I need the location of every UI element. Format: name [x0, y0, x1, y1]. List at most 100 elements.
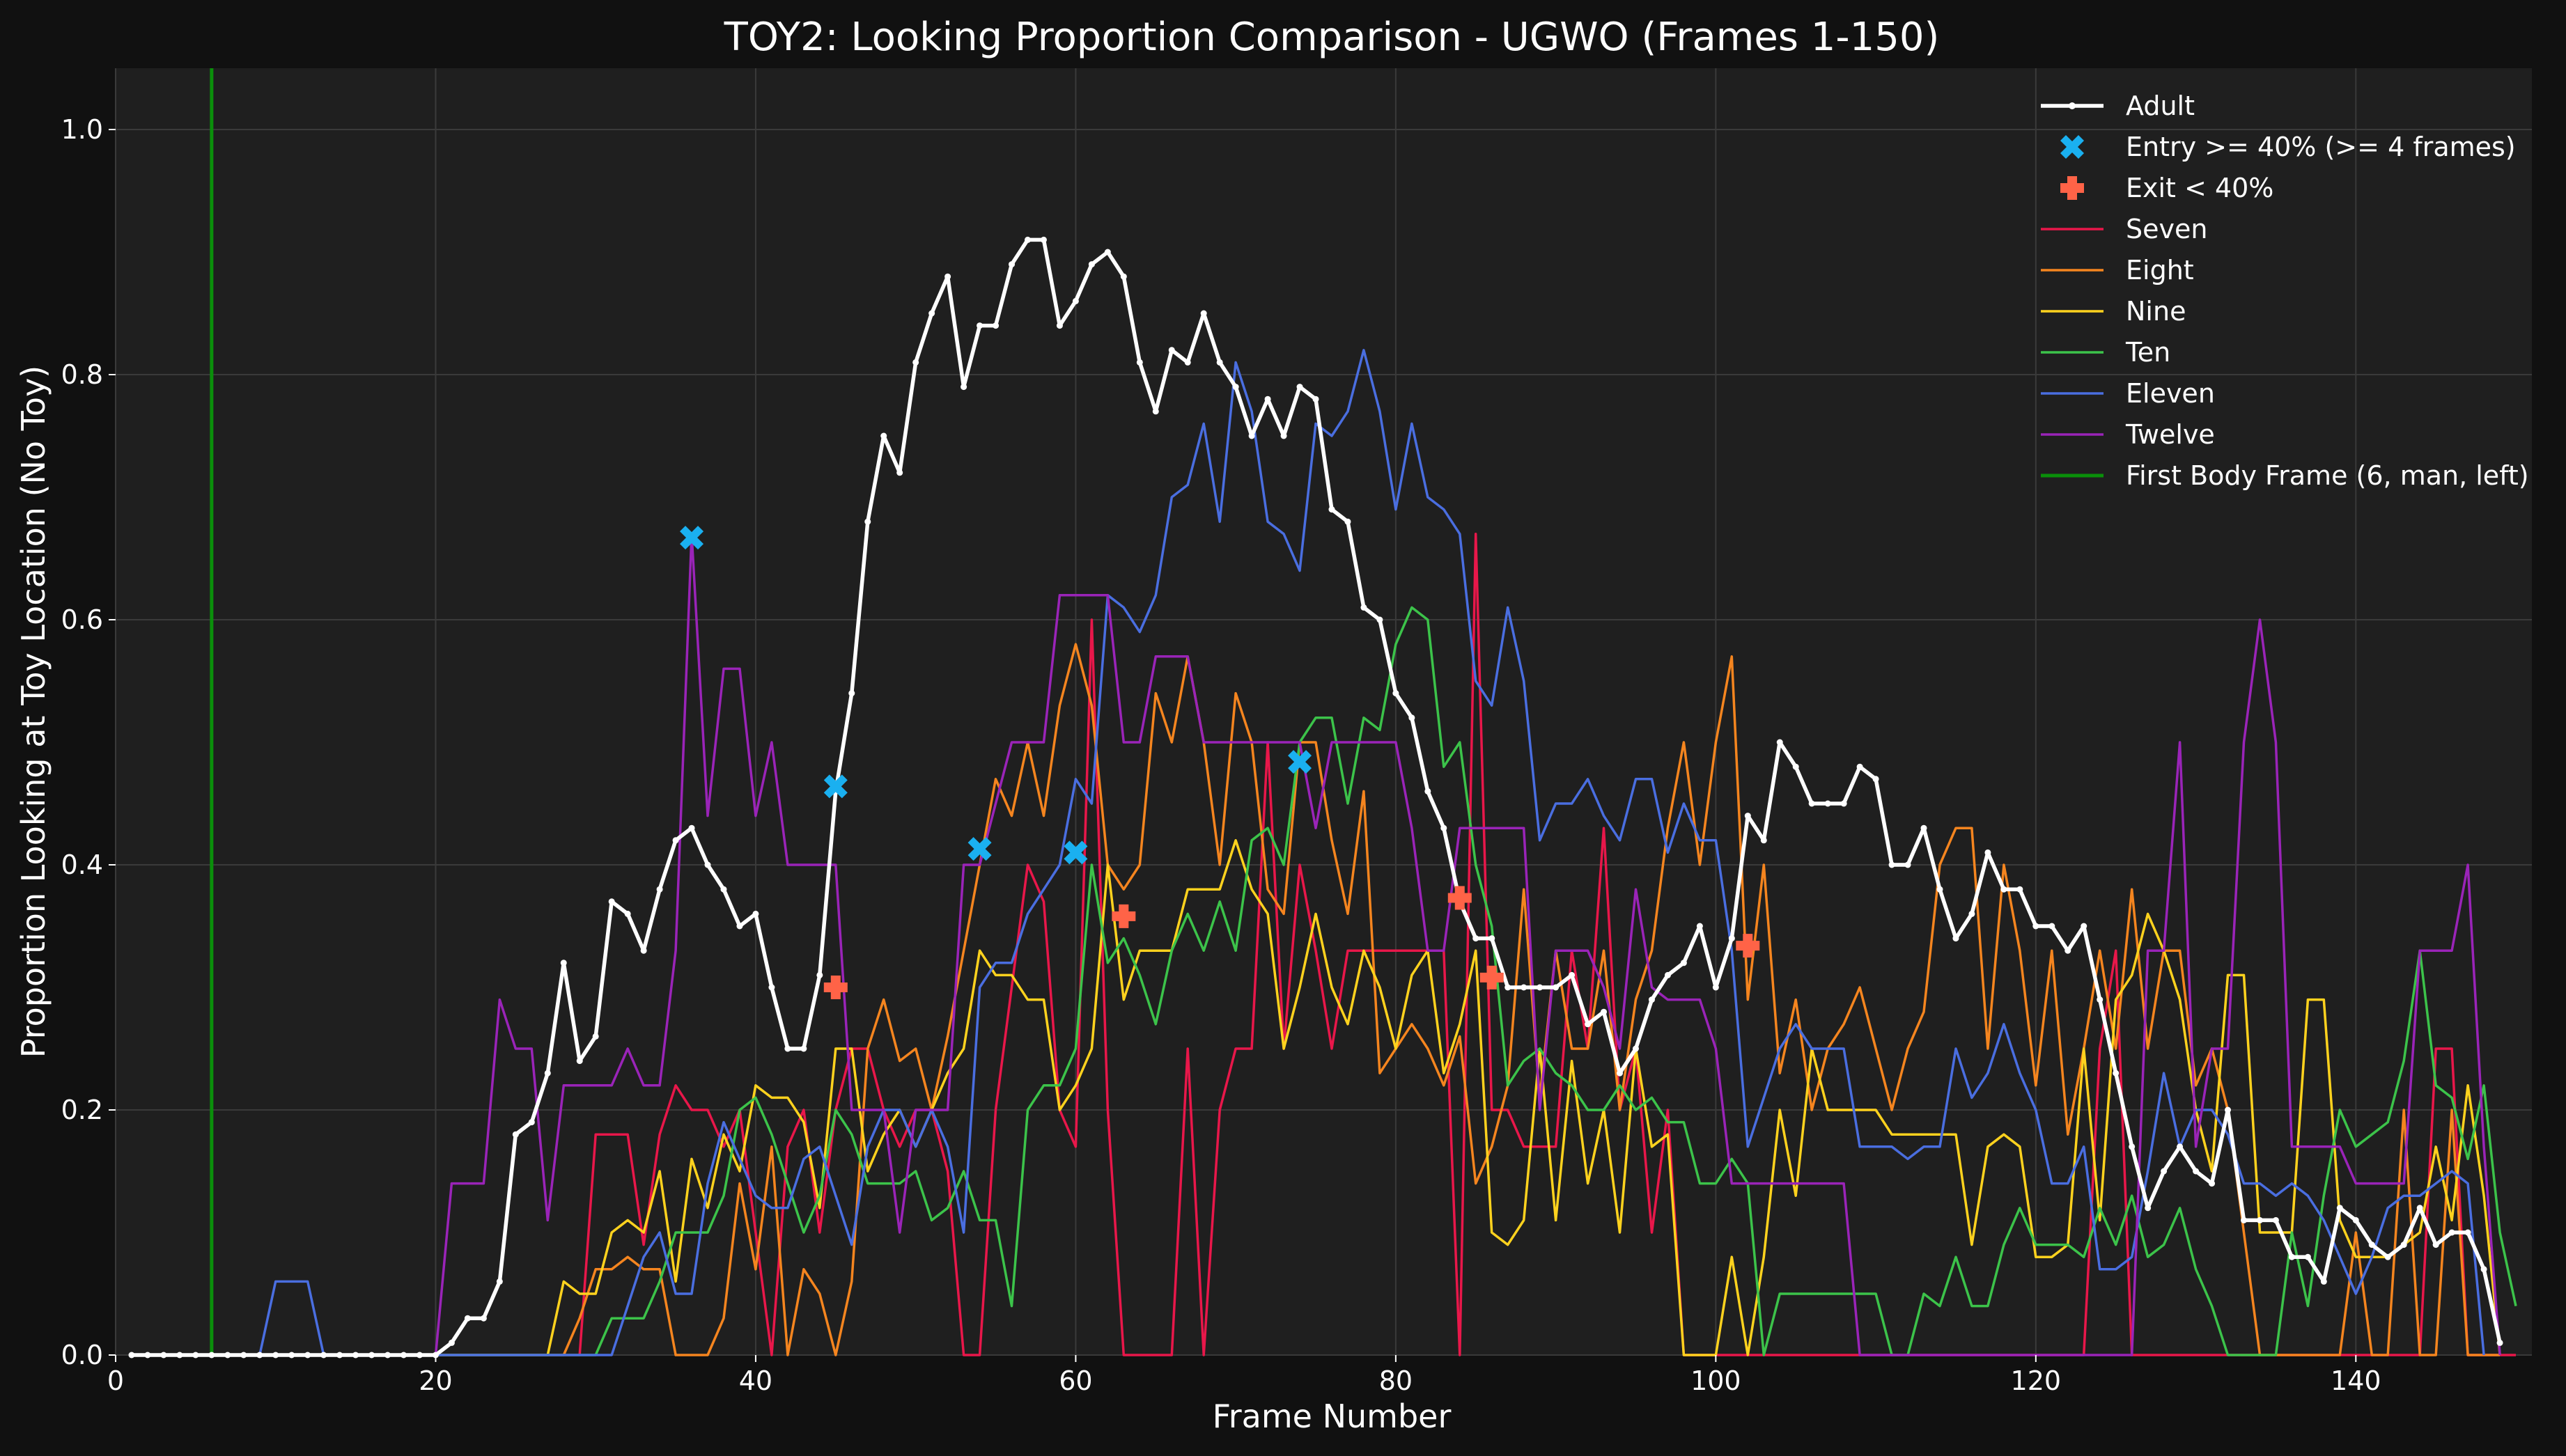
adult-point	[1696, 923, 1703, 930]
legend-label-entry-40-4-frames: Entry >= 40% (>= 4 frames)	[2126, 132, 2516, 162]
adult-point	[1328, 506, 1335, 513]
adult-point	[1200, 310, 1207, 317]
x-axis-label: Frame Number	[1213, 1398, 1452, 1435]
adult-point	[1296, 384, 1303, 391]
legend-swatch-entry	[2060, 135, 2084, 159]
series-line-twelve	[132, 533, 2501, 1356]
adult-point	[176, 1352, 183, 1359]
legend-label-ten: Ten	[2125, 337, 2170, 368]
adult-point	[1888, 861, 1895, 868]
adult-point	[1072, 297, 1079, 304]
adult-point	[912, 359, 919, 366]
legend-swatch-exit	[2060, 176, 2084, 200]
adult-point	[1585, 1021, 1592, 1028]
adult-point	[672, 837, 679, 844]
adult-point	[2209, 1180, 2216, 1187]
adult-point	[288, 1352, 295, 1359]
adult-point	[1168, 347, 1175, 354]
adult-point	[128, 1352, 135, 1359]
event-markers	[680, 526, 1760, 999]
adult-point	[2272, 1216, 2279, 1223]
adult-point	[1056, 322, 1063, 329]
adult-point	[384, 1352, 391, 1359]
adult-point	[2161, 1168, 2168, 1175]
adult-point	[368, 1352, 375, 1359]
adult-point	[512, 1131, 519, 1138]
adult-point	[961, 384, 967, 391]
adult-point	[1792, 763, 1799, 770]
adult-point	[1408, 714, 1415, 721]
adult-point	[1537, 984, 1544, 991]
adult-point	[944, 273, 951, 280]
legend-label-seven: Seven	[2126, 214, 2207, 244]
adult-point	[208, 1352, 215, 1359]
adult-point	[2368, 1242, 2375, 1248]
adult-point	[2177, 1143, 2184, 1150]
adult-point	[2496, 1339, 2503, 1346]
adult-point	[2352, 1216, 2359, 1223]
adult-point	[768, 984, 775, 991]
adult-point	[2145, 1205, 2152, 1212]
adult-point	[1360, 604, 1367, 611]
entry-marker	[1064, 840, 1088, 865]
adult-point	[1040, 236, 1047, 243]
adult-point	[576, 1058, 583, 1065]
adult-point	[2336, 1205, 2343, 1212]
adult-point	[1648, 996, 1655, 1003]
adult-point	[1248, 432, 1255, 439]
adult-point	[993, 322, 1000, 329]
adult-point	[1376, 616, 1383, 623]
x-tick-label: 60	[1059, 1365, 1092, 1396]
adult-point	[320, 1352, 327, 1359]
adult-point	[401, 1352, 407, 1359]
adult-point	[880, 432, 887, 439]
adult-point	[1840, 800, 1847, 807]
adult-point	[2432, 1242, 2439, 1248]
adult-point	[1856, 763, 1863, 770]
adult-point	[1440, 824, 1447, 831]
series-lines	[128, 68, 2517, 1359]
adult-point	[1120, 273, 1127, 280]
adult-point	[688, 824, 695, 831]
adult-point	[448, 1339, 455, 1346]
adult-point	[336, 1352, 343, 1359]
adult-point	[2416, 1205, 2423, 1212]
adult-point	[896, 469, 903, 476]
adult-point	[496, 1278, 503, 1285]
adult-point	[1760, 837, 1767, 844]
adult-point	[1968, 910, 1975, 917]
adult-point	[2065, 947, 2071, 954]
adult-point	[1872, 776, 1879, 783]
adult-point	[1472, 935, 1479, 942]
adult-point	[1504, 984, 1511, 991]
adult-point	[2129, 1143, 2136, 1150]
adult-point	[800, 1045, 807, 1052]
adult-point	[2304, 1253, 2311, 1260]
adult-point	[2113, 1070, 2120, 1077]
adult-point	[1936, 886, 1943, 893]
adult-point	[352, 1352, 359, 1359]
exit-marker	[1447, 886, 1472, 910]
adult-point	[784, 1045, 791, 1052]
adult-point	[240, 1352, 247, 1359]
adult-point	[224, 1352, 231, 1359]
adult-point	[1232, 384, 1239, 391]
adult-point	[977, 322, 983, 329]
adult-point	[2400, 1242, 2407, 1248]
y-tick-label: 0.0	[61, 1340, 103, 1370]
y-tick-label: 0.6	[61, 604, 103, 635]
legend-label-eight: Eight	[2126, 255, 2194, 285]
y-axis-label: Proportion Looking at Toy Location (No T…	[15, 366, 52, 1058]
adult-point	[816, 971, 823, 978]
chart-title: TOY2: Looking Proportion Comparison - UG…	[724, 15, 1940, 60]
adult-point	[2256, 1216, 2263, 1223]
x-tick-label: 100	[1690, 1365, 1741, 1396]
adult-point	[736, 923, 743, 930]
adult-point	[1808, 800, 1815, 807]
adult-point	[1152, 408, 1159, 415]
adult-point	[1216, 359, 1223, 366]
entry-marker	[823, 774, 848, 799]
exit-marker	[1736, 934, 1760, 958]
adult-point	[256, 1352, 263, 1359]
